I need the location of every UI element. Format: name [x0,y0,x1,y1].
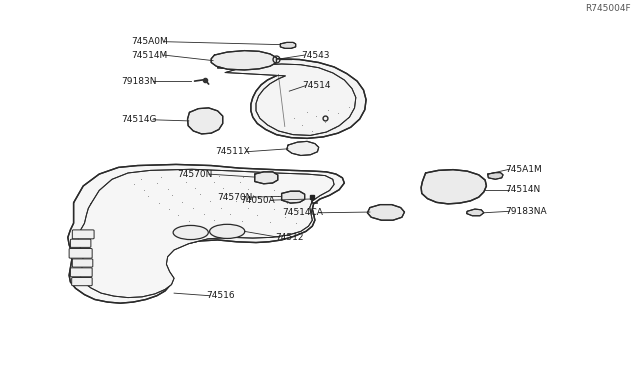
Polygon shape [225,64,356,135]
FancyBboxPatch shape [72,259,93,267]
FancyBboxPatch shape [70,239,91,247]
Polygon shape [282,191,305,203]
Ellipse shape [173,225,209,240]
Text: 74511X: 74511X [215,147,250,156]
Polygon shape [467,209,484,216]
Text: R745004F: R745004F [585,4,630,13]
Text: 74514: 74514 [302,81,331,90]
Polygon shape [255,172,278,184]
Polygon shape [211,51,276,70]
Text: 79183NA: 79183NA [506,207,547,216]
Text: 74512: 74512 [275,233,304,242]
Polygon shape [68,164,344,303]
Ellipse shape [210,224,244,238]
Text: 74570N: 74570N [218,193,253,202]
Polygon shape [488,173,503,179]
Text: 74514G: 74514G [122,115,157,124]
Text: 745A1M: 745A1M [506,165,542,174]
Text: 74514CA: 74514CA [282,208,323,217]
Polygon shape [421,170,486,204]
Polygon shape [287,141,319,155]
FancyBboxPatch shape [72,230,94,239]
Polygon shape [188,108,223,134]
Text: 74516: 74516 [206,291,235,300]
FancyBboxPatch shape [69,248,92,258]
Text: 745A0M: 745A0M [131,37,168,46]
FancyBboxPatch shape [72,278,92,286]
Polygon shape [367,205,404,220]
Text: 74570N: 74570N [177,170,212,179]
Polygon shape [78,169,334,298]
FancyBboxPatch shape [70,268,92,277]
Text: 74543: 74543 [301,51,330,60]
Text: 74514M: 74514M [131,51,168,60]
Polygon shape [218,59,366,138]
Text: 74514N: 74514N [506,185,541,194]
Polygon shape [280,42,296,48]
Text: 74050A: 74050A [241,196,275,205]
Text: 79183N: 79183N [122,77,157,86]
